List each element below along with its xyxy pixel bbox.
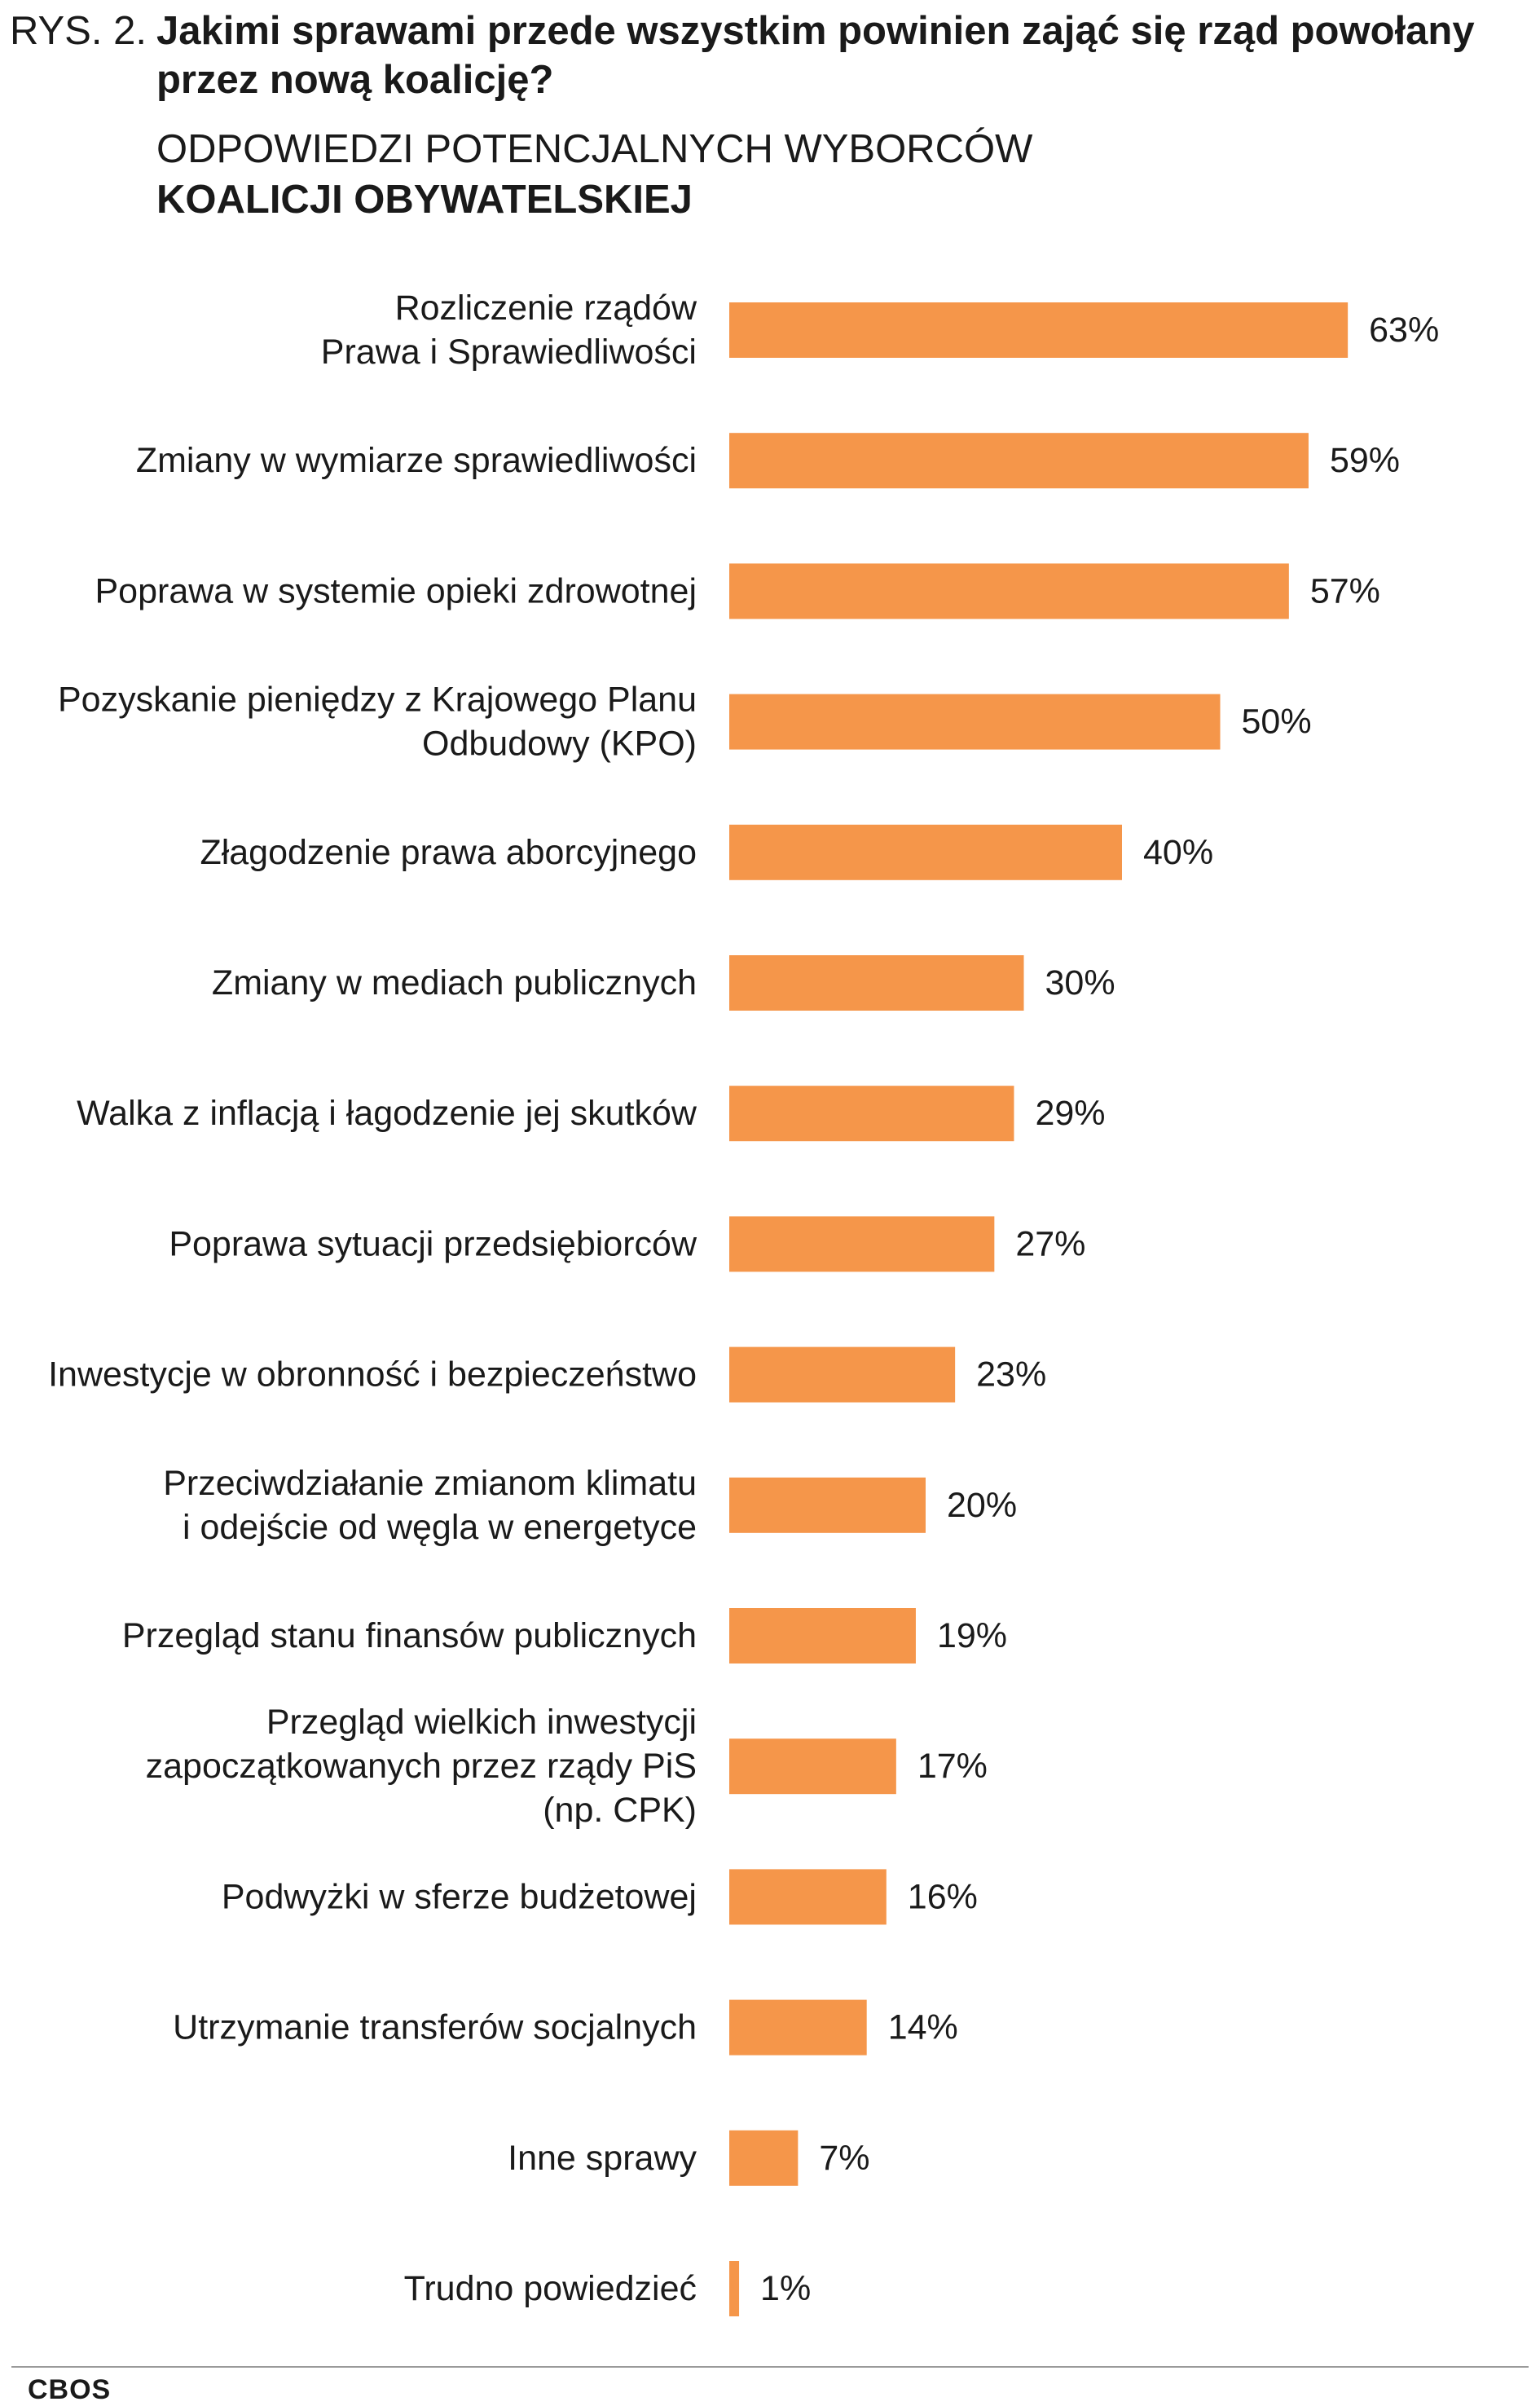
bar-13 [729,1869,887,1925]
category-label-1-line-2: Prawa i Sprawiedliwości [321,333,697,372]
value-label-6: 30% [1045,963,1115,1002]
category-label-9: Inwestycje w obronność i bezpieczeństwo [48,1355,697,1395]
subtitle-line-respondents: ODPOWIEDZI POTENCJALNYCH WYBORCÓW [156,127,1033,171]
category-label-5-line-1: Złagodzenie prawa aborcyjnego [200,833,697,872]
category-label-10-line-1: Przeciwdziałanie zmianom klimatu [163,1464,697,1503]
value-label-13: 16% [908,1877,978,1916]
bar-5 [729,824,1122,880]
category-label-2-line-1: Zmiany w wymiarze sprawiedliwości [136,441,697,480]
bar-11 [729,1608,916,1663]
category-label-3: Poprawa w systemie opieki zdrowotnej [95,571,697,610]
subtitle-line-group: KOALICJI OBYWATELSKIEJ [156,178,693,222]
value-label-15: 7% [819,2139,869,2178]
bar-10 [729,1477,926,1533]
bar-15 [729,2130,799,2186]
category-label-14-line-1: Utrzymanie transferów socjalnych [173,2008,697,2047]
bar-6 [729,955,1024,1011]
category-label-4-line-1: Pozyskanie pieniędzy z Krajowego Planu [58,681,697,720]
category-label-8-line-1: Poprawa sytuacji przedsiębiorców [169,1224,697,1263]
category-label-13-line-1: Podwyżki w sferze budżetowej [222,1877,697,1916]
value-label-8: 27% [1015,1224,1085,1263]
category-label-7: Walka z inflacją i łagodzenie jej skutkó… [77,1094,697,1133]
bar-8 [729,1216,995,1272]
category-label-11: Przegląd stanu finansów publicznych [122,1616,697,1655]
category-label-15: Inne sprawy [508,2139,697,2178]
value-label-7: 29% [1035,1094,1105,1133]
category-label-10: Przeciwdziałanie zmianom klimatu i odejśc… [163,1464,697,1547]
chart-title: Jakimi sprawami przede wszystkim powinie… [156,9,1475,102]
category-label-12: Przegląd wielkich inwestycji zapoczątkowa… [146,1703,697,1830]
bar-9 [729,1346,956,1403]
category-label-13: Podwyżki w sferze budżetowej [222,1877,697,1916]
category-label-6-line-1: Zmiany w mediach publicznych [212,963,697,1002]
category-label-4: Pozyskanie pieniędzy z Krajowego Planu Od… [58,681,697,764]
category-label-1-line-1: Rozliczenie rządów [395,289,697,328]
value-label-3: 57% [1310,571,1380,610]
category-label-9-line-1: Inwestycje w obronność i bezpieczeństwo [48,1355,697,1395]
value-label-10: 20% [947,1486,1017,1525]
value-label-9: 23% [976,1355,1046,1395]
category-label-6: Zmiany w mediach publicznych [212,963,697,1002]
category-label-8: Poprawa sytuacji przedsiębiorców [169,1224,697,1263]
value-label-1: 63% [1369,311,1439,350]
figure-number: RYS. 2. [10,9,147,53]
value-label-4: 50% [1242,703,1312,742]
category-label-15-line-1: Inne sprawy [508,2139,697,2178]
category-label-4-line-2: Odbudowy (KPO) [422,725,697,764]
category-label-11-line-1: Przegląd stanu finansów publicznych [122,1616,697,1655]
category-label-16: Trudno powiedzieć [404,2269,697,2308]
bar-2 [729,433,1309,489]
value-label-11: 19% [937,1616,1007,1655]
category-label-12-line-2: zapoczątkowanych przez rządy PiS [146,1747,697,1786]
category-label-2: Zmiany w wymiarze sprawiedliwości [136,441,697,480]
value-label-16: 1% [760,2269,811,2308]
value-label-2: 59% [1330,441,1400,480]
category-label-16-line-1: Trudno powiedzieć [404,2269,697,2308]
chart-subtitle: ODPOWIEDZI POTENCJALNYCH WYBORCÓW KOALIC… [156,124,1032,225]
category-label-12-line-1: Przegląd wielkich inwestycji [266,1703,697,1742]
category-label-14: Utrzymanie transferów socjalnych [173,2008,697,2047]
bar-1 [729,302,1349,358]
bar-7 [729,1086,1014,1142]
category-label-1: Rozliczenie rządów Prawa i Sprawiedliwośc… [321,289,697,372]
source-label: CBOS [28,2374,112,2405]
value-label-5: 40% [1143,833,1213,872]
footer-divider [11,2366,1529,2368]
bar-16 [729,2261,740,2316]
value-label-12: 17% [917,1747,988,1786]
bar-12 [729,1738,896,1795]
category-label-10-line-2: i odejście od węgla w energetyce [183,1508,697,1547]
bar-4 [729,694,1221,750]
bar-14 [729,1999,867,2056]
bar-3 [729,563,1289,619]
category-label-7-line-1: Walka z inflacją i łagodzenie jej skutkó… [77,1094,697,1133]
category-label-12-line-3: (np. CPK) [543,1791,697,1830]
value-label-14: 14% [888,2008,958,2047]
category-label-3-line-1: Poprawa w systemie opieki zdrowotnej [95,571,697,610]
category-label-5: Złagodzenie prawa aborcyjnego [200,833,697,872]
